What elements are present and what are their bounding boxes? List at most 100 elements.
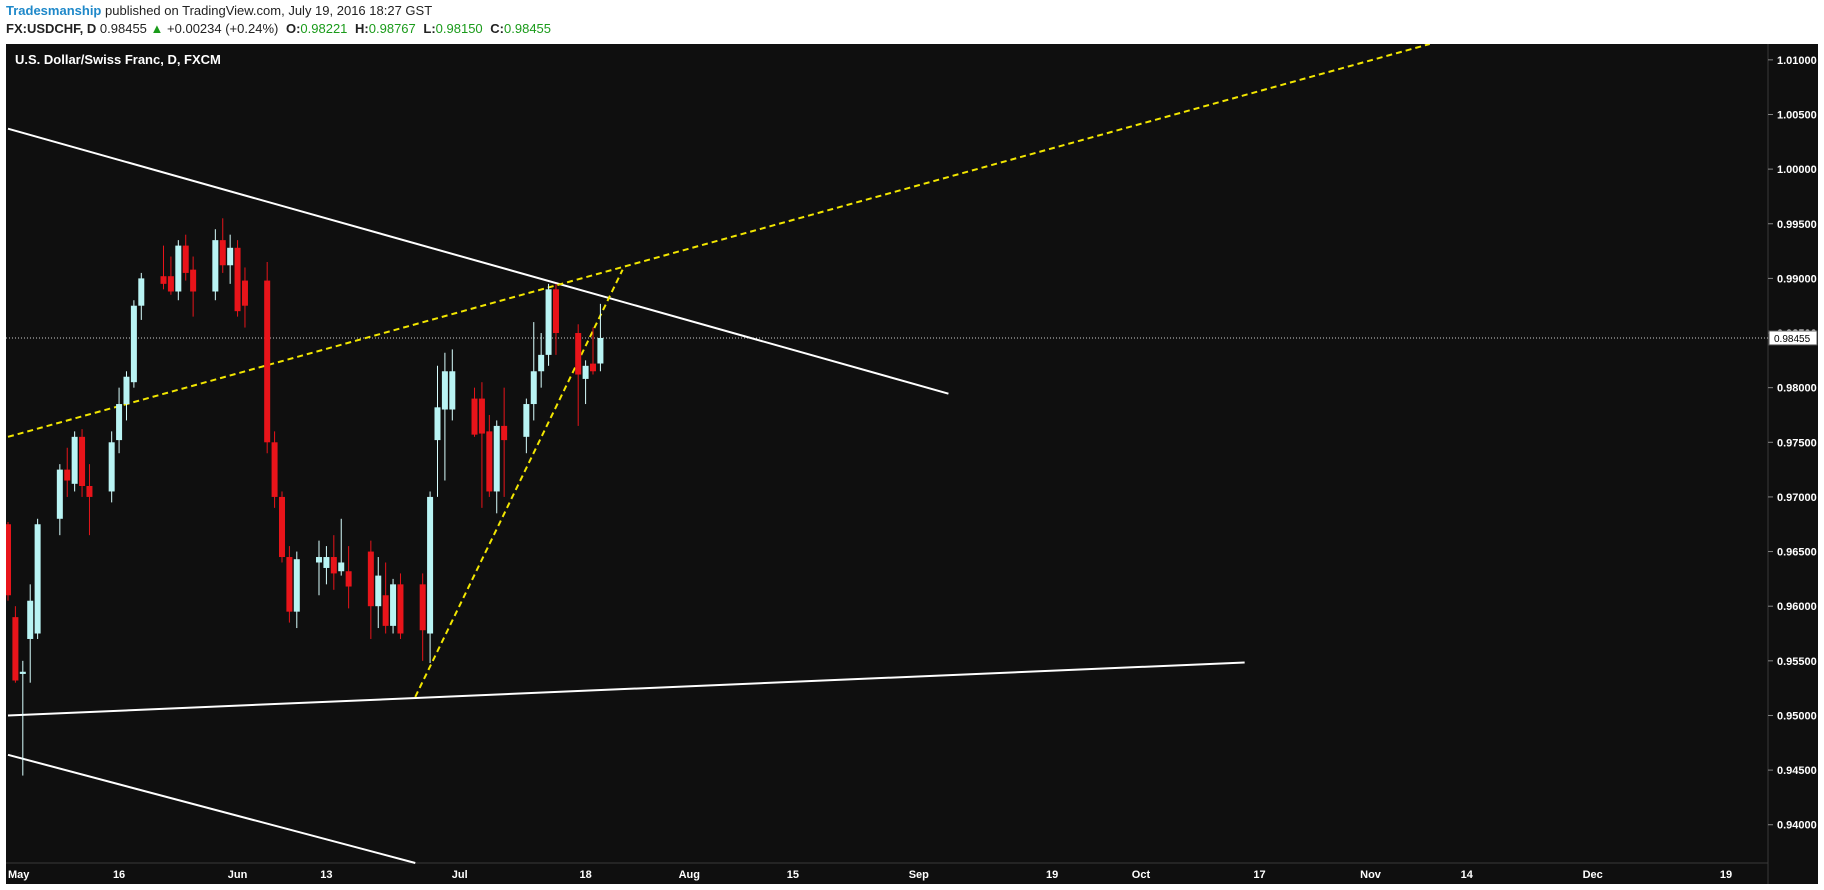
close-label: C: xyxy=(490,21,505,36)
candle-up[interactable] xyxy=(338,562,345,572)
price-tick-label: 0.99000 xyxy=(1777,273,1817,285)
candle-down[interactable] xyxy=(471,398,478,435)
price-tick-label: 0.99500 xyxy=(1777,219,1817,231)
candle-up[interactable] xyxy=(138,278,145,306)
time-tick-label: May xyxy=(8,869,30,881)
candle-down[interactable] xyxy=(552,289,559,334)
candle-down[interactable] xyxy=(397,584,404,634)
candle-down[interactable] xyxy=(241,280,248,306)
candle-down[interactable] xyxy=(79,436,86,486)
dashed-trendline[interactable] xyxy=(7,44,1431,438)
candle-down[interactable] xyxy=(182,245,189,273)
candle-up[interactable] xyxy=(441,371,448,410)
candle-down[interactable] xyxy=(278,496,285,558)
candle-down[interactable] xyxy=(345,571,352,587)
trendline[interactable] xyxy=(7,661,1245,717)
candle-down[interactable] xyxy=(264,280,271,443)
candle-down[interactable] xyxy=(219,240,226,266)
close-value: 0.98455 xyxy=(504,21,552,36)
candle-down[interactable] xyxy=(382,595,389,626)
candle-down[interactable] xyxy=(86,485,93,497)
publish-info: Tradesmanship published on TradingView.c… xyxy=(6,3,432,18)
candle-down[interactable] xyxy=(330,557,337,574)
chart-canvas[interactable]: 1.010001.005001.000000.995000.990000.985… xyxy=(6,44,1818,884)
candle-down[interactable] xyxy=(590,363,596,372)
candle-up[interactable] xyxy=(449,371,456,410)
candle-up[interactable] xyxy=(316,557,323,563)
candle-down[interactable] xyxy=(167,276,174,292)
price-tick-label: 0.97500 xyxy=(1777,437,1817,449)
candle-down[interactable] xyxy=(286,557,293,612)
candle-up[interactable] xyxy=(71,436,78,484)
candle-up[interactable] xyxy=(175,245,182,292)
time-tick-label: 14 xyxy=(1461,869,1474,881)
candle-down[interactable] xyxy=(190,269,197,292)
candle-up[interactable] xyxy=(493,425,500,492)
candle-up[interactable] xyxy=(390,584,397,626)
candle-down[interactable] xyxy=(234,247,241,312)
candle-down[interactable] xyxy=(478,398,485,434)
candle-up[interactable] xyxy=(323,557,330,568)
candle-up[interactable] xyxy=(545,289,552,355)
candle-up[interactable] xyxy=(375,575,382,607)
time-tick-label: 17 xyxy=(1253,869,1265,881)
chart-panel[interactable]: 1.010001.005001.000000.995000.990000.985… xyxy=(6,44,1818,884)
candle-up[interactable] xyxy=(227,247,234,266)
candle-up[interactable] xyxy=(293,559,300,612)
last-price: 0.98455 xyxy=(99,21,147,36)
candle-up[interactable] xyxy=(27,600,34,639)
open-value: 0.98221 xyxy=(300,21,348,36)
time-tick-label: Aug xyxy=(679,869,700,881)
time-tick-label: 13 xyxy=(320,869,332,881)
candle-up[interactable] xyxy=(582,365,589,379)
candle-down[interactable] xyxy=(575,333,582,375)
change-value: +0.00234 (+0.24%) xyxy=(167,21,279,36)
candle-up[interactable] xyxy=(212,240,219,292)
dashed-trendline[interactable] xyxy=(414,269,624,698)
candle-down[interactable] xyxy=(271,442,278,497)
candle-up[interactable] xyxy=(34,524,41,634)
time-tick-label: 19 xyxy=(1720,869,1732,881)
trendline[interactable] xyxy=(7,753,416,864)
price-tick-label: 0.94000 xyxy=(1777,820,1817,832)
price-tick-label: 0.98000 xyxy=(1777,383,1817,395)
quote-line: FX:USDCHF, D 0.98455 ▲ +0.00234 (+0.24%)… xyxy=(6,21,551,36)
high-value: 0.98767 xyxy=(368,21,416,36)
price-tick-label: 1.00000 xyxy=(1777,164,1817,176)
time-tick-label: Nov xyxy=(1360,869,1382,881)
candle-up[interactable] xyxy=(597,337,604,364)
candle-down[interactable] xyxy=(501,425,508,441)
open-label: O: xyxy=(285,21,301,36)
candle-up[interactable] xyxy=(523,404,530,437)
candle-up[interactable] xyxy=(108,442,115,492)
candle-down[interactable] xyxy=(12,617,19,681)
candle-up[interactable] xyxy=(434,407,441,441)
candle-down[interactable] xyxy=(64,469,71,481)
trendline[interactable] xyxy=(7,127,949,395)
chart-title: U.S. Dollar/Swiss Franc, D, FXCM xyxy=(15,52,221,67)
time-tick-label: 15 xyxy=(787,869,799,881)
low-label: L: xyxy=(423,21,436,36)
author-link[interactable]: Tradesmanship xyxy=(6,3,102,18)
low-value: 0.98150 xyxy=(435,21,483,36)
candle-down[interactable] xyxy=(419,584,426,631)
price-tick-label: 1.00500 xyxy=(1777,109,1817,121)
current-price-label: 0.98455 xyxy=(1774,334,1811,345)
time-tick-label: Jul xyxy=(452,869,468,881)
candle-up[interactable] xyxy=(123,376,130,405)
candle-up[interactable] xyxy=(116,404,123,441)
candle-up[interactable] xyxy=(130,305,137,383)
candle-up[interactable] xyxy=(19,671,26,674)
candle-down[interactable] xyxy=(160,276,167,284)
price-tick-label: 0.96500 xyxy=(1777,547,1817,559)
candle-up[interactable] xyxy=(427,496,434,634)
symbol-label: FX:USDCHF, D xyxy=(6,21,97,36)
candle-up[interactable] xyxy=(538,354,545,372)
candle-up[interactable] xyxy=(56,469,63,519)
candle-down[interactable] xyxy=(486,431,493,492)
time-tick-label: 18 xyxy=(579,869,591,881)
time-tick-label: 16 xyxy=(113,869,125,881)
candle-up[interactable] xyxy=(530,371,537,405)
candle-down[interactable] xyxy=(6,524,11,596)
candle-down[interactable] xyxy=(367,551,374,607)
